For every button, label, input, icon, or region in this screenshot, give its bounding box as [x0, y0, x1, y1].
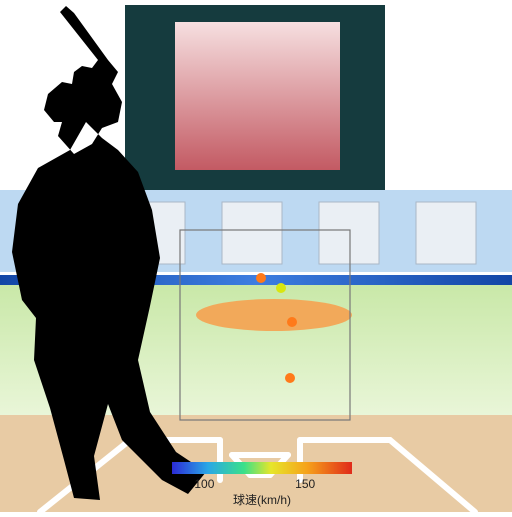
pitch-marker — [256, 273, 266, 283]
pitch-marker — [287, 317, 297, 327]
pitch-location-chart: 100 150 球速(km/h) — [0, 0, 512, 512]
seat-block — [222, 202, 282, 264]
legend-bar — [172, 462, 352, 474]
pitch-marker — [276, 283, 286, 293]
scoreboard-screen — [175, 22, 340, 170]
seat-block — [416, 202, 476, 264]
chart-svg: 100 150 球速(km/h) — [0, 0, 512, 512]
legend-axis-label: 球速(km/h) — [233, 493, 291, 507]
scoreboard — [125, 5, 385, 190]
seat-block — [319, 202, 379, 264]
pitch-marker — [285, 373, 295, 383]
legend-tick-label: 150 — [295, 477, 315, 491]
legend-tick-label: 100 — [194, 477, 214, 491]
pitchers-mound — [196, 299, 352, 331]
